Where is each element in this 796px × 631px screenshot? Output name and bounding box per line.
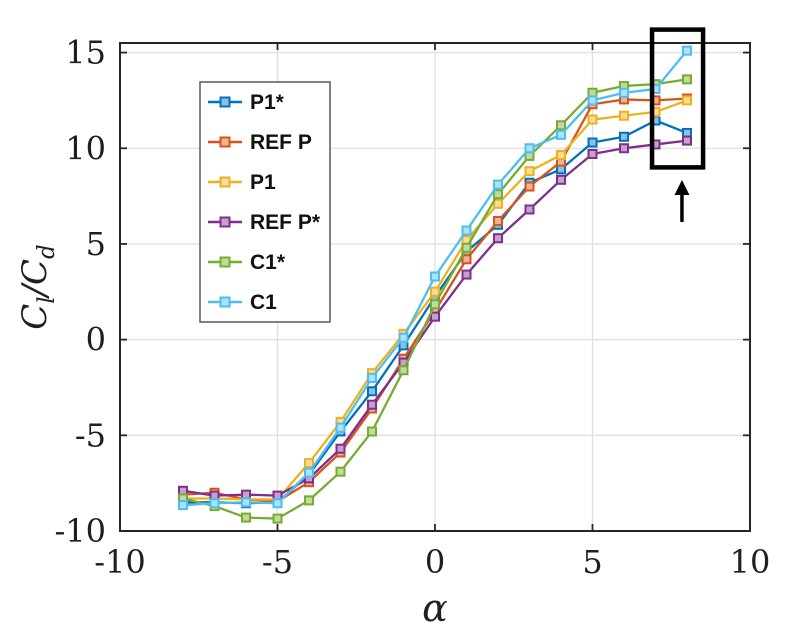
legend-entry-C1: C1: [208, 291, 277, 314]
marker-square-P1: [493, 198, 503, 209]
marker-square-C1: [682, 45, 692, 56]
marker-square-C1: [493, 179, 503, 190]
x-tick-label: 10: [730, 543, 771, 581]
marker-square-C1: [430, 271, 440, 282]
marker-square-C1: [209, 498, 220, 509]
marker-square-P1: [430, 286, 440, 297]
y-tick-label: -10: [54, 512, 106, 550]
marker-square-REF P: [524, 181, 535, 192]
legend-entry-P1: P1: [208, 171, 276, 194]
series-C1: [178, 45, 692, 511]
marker-square-REF P*: [367, 399, 377, 410]
marker-square-P1: [587, 114, 598, 125]
marker-square-C1*: [241, 512, 251, 523]
marker-square-P1: [682, 95, 692, 106]
marker-square-P1: [304, 458, 314, 469]
legend-marker-square: [219, 176, 231, 188]
legend-marker-square: [219, 256, 231, 268]
marker-square-C1: [619, 87, 629, 98]
marker-square-C1*: [493, 189, 503, 200]
marker-square-REF P*: [587, 148, 598, 159]
marker-square-REF P*: [430, 311, 440, 322]
legend-entry-REF P*: REF P*: [208, 211, 321, 234]
marker-square-C1*: [430, 299, 440, 310]
marker-square-REF P*: [524, 204, 535, 215]
marker-square-C1*: [461, 242, 472, 253]
marker-square-REF P*: [682, 135, 692, 146]
marker-square-C1: [398, 332, 409, 343]
marker-square-C1: [587, 95, 598, 106]
x-tick-label: 5: [582, 543, 602, 581]
legend-label: P1: [250, 171, 276, 194]
marker-square-P1*: [587, 137, 598, 148]
marker-square-C1: [241, 497, 251, 508]
marker-square-REF P*: [493, 233, 503, 244]
tick-marks: [119, 43, 751, 532]
highlight-box: [649, 27, 706, 170]
annotation: [649, 27, 706, 222]
marker-square-REF P*: [619, 143, 629, 154]
marker-square-C1: [335, 422, 346, 433]
marker-square-P1*: [619, 131, 629, 142]
marker-square-C1: [272, 498, 283, 509]
x-tick-label: 0: [425, 543, 445, 581]
legend-box: [199, 81, 331, 323]
legend-label: P1*: [250, 91, 285, 114]
marker-square-C1: [304, 467, 314, 478]
y-tick-label: 10: [65, 129, 106, 167]
marker-square-C1: [556, 129, 566, 140]
marker-square-C1: [524, 143, 535, 154]
marker-square-C1*: [335, 466, 346, 477]
x-tick-label: -10: [94, 543, 146, 581]
x-tick-label: -5: [262, 543, 293, 581]
marker-square-REF P*: [335, 443, 346, 454]
marker-square-REF P: [461, 254, 472, 265]
marker-square-C1*: [398, 365, 409, 376]
legend: P1* REF P P1 REF P* C1* C1: [199, 81, 331, 323]
up-arrow-head: [674, 180, 690, 196]
legend-marker-square: [219, 96, 231, 108]
y-tick-label: -5: [75, 416, 106, 454]
legend-label: C1*: [250, 251, 286, 274]
marker-square-C1*: [304, 495, 314, 506]
marker-square-P1*: [367, 386, 377, 397]
x-axis-label: α: [422, 586, 448, 630]
legend-marker-square: [219, 136, 231, 148]
y-tick-label: 5: [86, 225, 106, 263]
marker-square-C1: [367, 372, 377, 383]
marker-square-C1*: [556, 120, 566, 131]
marker-square-P1: [524, 166, 535, 177]
marker-square-C1*: [682, 74, 692, 85]
marker-square-P1: [619, 110, 629, 121]
marker-square-REF P*: [461, 269, 472, 280]
legend-label: C1: [250, 291, 277, 314]
y-tick-label: 15: [65, 34, 106, 72]
marker-square-P1: [556, 149, 566, 160]
legend-entry-REF P: REF P: [208, 131, 312, 154]
marker-square-C1*: [367, 426, 377, 437]
y-axis-label: Cl/Cd: [15, 244, 60, 330]
marker-square-C1*: [272, 513, 283, 524]
legend-marker-square: [219, 216, 231, 228]
legend-entry-C1*: C1*: [208, 251, 286, 274]
marker-square-REF P*: [556, 174, 566, 185]
y-tick-label: 0: [86, 321, 106, 359]
marker-square-C1: [178, 500, 188, 511]
legend-label: REF P: [250, 131, 312, 154]
legend-entry-P1*: P1*: [208, 91, 285, 114]
marker-square-C1: [461, 225, 472, 236]
legend-label: REF P*: [250, 211, 321, 234]
marker-square-REF P: [493, 215, 503, 226]
legend-marker-square: [219, 296, 231, 308]
